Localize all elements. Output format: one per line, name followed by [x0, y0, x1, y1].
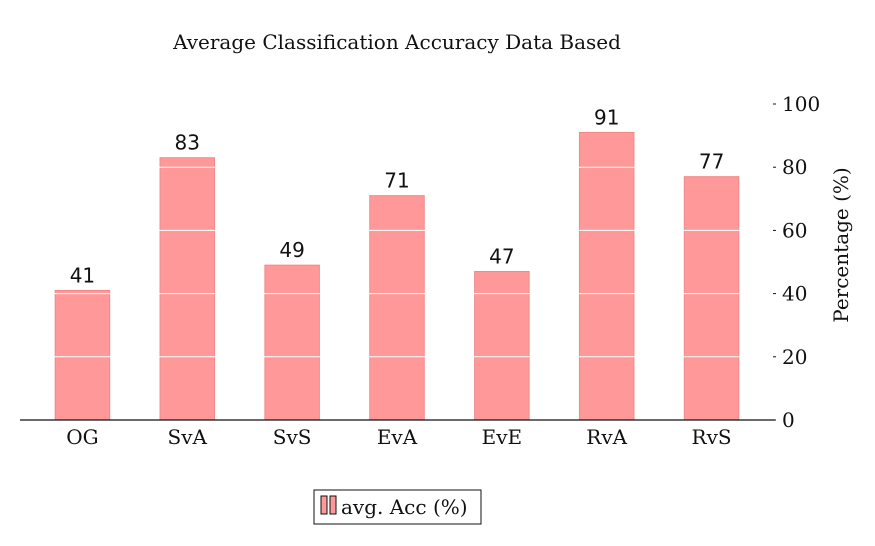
data-label-rva: 91: [594, 105, 619, 129]
x-tick-label-sva: SvA: [168, 425, 208, 449]
gridlines-group: [30, 103, 764, 358]
y-tick-label-80: 80: [782, 155, 807, 179]
data-label-eve: 47: [489, 244, 514, 268]
legend-swatch-right: [329, 495, 337, 515]
bar-eve: [474, 270, 530, 421]
legend-box: [313, 489, 482, 525]
y-tick-label-60: 60: [782, 218, 807, 242]
bar-eva: [369, 195, 425, 421]
y-axis-label: Percentage (%): [829, 167, 853, 322]
x-tick-label-svs: SvS: [273, 425, 312, 449]
y-tick-label-0: 0: [782, 408, 795, 432]
data-label-svs: 49: [279, 238, 304, 262]
bar-rva: [578, 131, 635, 421]
bar-sva: [159, 157, 216, 421]
legend-label: avg. Acc (%): [341, 495, 468, 519]
data-label-eva: 71: [384, 169, 409, 193]
y-tick-label-20: 20: [782, 345, 807, 369]
y-tick-label-40: 40: [782, 282, 807, 306]
bar-svs: [264, 264, 320, 421]
legend-swatch-left: [320, 495, 328, 515]
x-tick-label-rvs: RvS: [692, 425, 732, 449]
y-tick-labels-group: 0 20 40 60 80 100: [773, 92, 820, 432]
bars-group: [54, 131, 740, 421]
chart-title: Average Classification Accuracy Data Bas…: [172, 30, 621, 54]
x-tick-label-eva: EvA: [377, 425, 418, 449]
x-tick-label-og: OG: [66, 425, 98, 449]
bar-og: [54, 289, 111, 421]
bar-rvs: [683, 176, 740, 421]
data-label-og: 41: [70, 263, 95, 287]
x-tick-label-rva: RvA: [586, 425, 627, 449]
data-label-sva: 83: [175, 131, 200, 155]
y-tick-label-100: 100: [782, 92, 820, 116]
x-tick-label-eve: EvE: [482, 425, 523, 449]
data-label-rvs: 77: [699, 150, 724, 174]
legend: avg. Acc (%): [313, 489, 482, 525]
x-tick-labels-group: OG SvA SvS EvA EvE RvA RvS: [66, 425, 731, 449]
data-labels-group: 41 83 49 71 47 91 77: [70, 105, 725, 287]
